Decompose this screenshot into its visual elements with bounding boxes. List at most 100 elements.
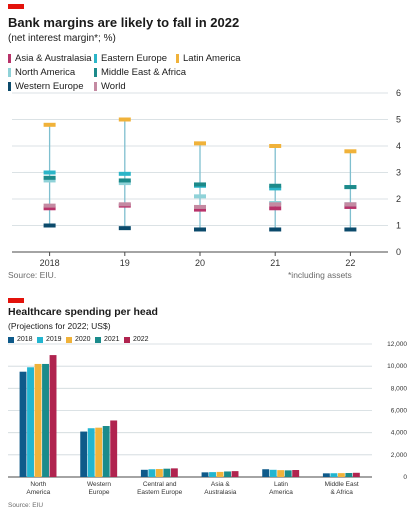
legend-label: 2018 bbox=[17, 336, 33, 343]
bar bbox=[345, 473, 353, 477]
x-tick-label: 21 bbox=[270, 258, 280, 268]
healthcare-spending-chart: Healthcare spending per head (Projection… bbox=[0, 292, 415, 518]
bar bbox=[352, 472, 360, 477]
bar bbox=[330, 473, 338, 477]
chart-source: Source: EIU bbox=[8, 502, 44, 509]
legend-item: 2021 bbox=[95, 336, 120, 343]
bar bbox=[87, 428, 95, 477]
bar bbox=[284, 470, 292, 477]
y-tick-label: 2,000 bbox=[391, 452, 408, 459]
range-marker bbox=[43, 203, 56, 208]
bar bbox=[42, 363, 49, 477]
bar bbox=[231, 471, 239, 477]
x-tick-label: Central and bbox=[143, 481, 177, 488]
x-tick-label: Latin bbox=[274, 481, 288, 488]
x-tick-label: 19 bbox=[120, 258, 130, 268]
chart-subtitle: (net interest margin*; %) bbox=[8, 33, 116, 44]
x-tick-label: America bbox=[26, 489, 50, 496]
legend-item: World bbox=[94, 81, 126, 92]
range-marker bbox=[269, 186, 282, 191]
chart-source: Source: EIU. bbox=[8, 270, 57, 280]
y-tick-label: 12,000 bbox=[387, 341, 407, 348]
range-marker bbox=[118, 178, 131, 183]
legend-label: 2022 bbox=[133, 336, 149, 343]
legend-label: Asia & Australasia bbox=[15, 53, 92, 64]
range-marker bbox=[118, 202, 131, 207]
bar bbox=[19, 371, 27, 477]
legend-swatch bbox=[94, 82, 97, 91]
bar bbox=[216, 471, 224, 477]
legend-label: 2019 bbox=[46, 336, 62, 343]
x-tick-label: 22 bbox=[345, 258, 355, 268]
x-tick-label: Middle East bbox=[325, 481, 359, 488]
bar bbox=[322, 473, 330, 477]
legend-swatch bbox=[124, 336, 130, 343]
y-tick-label: 3 bbox=[396, 168, 401, 178]
chart-footnote: *including assets bbox=[288, 270, 352, 280]
range-marker bbox=[269, 183, 282, 188]
range-marker bbox=[194, 141, 206, 146]
bar bbox=[292, 470, 300, 477]
range-marker bbox=[43, 175, 56, 180]
x-tick-label: America bbox=[269, 489, 293, 496]
chart-title: Bank margins are likely to fall in 2022 bbox=[8, 15, 240, 30]
chart-title: Healthcare spending per head bbox=[8, 306, 158, 318]
y-tick-label: 6 bbox=[396, 88, 401, 98]
legend-item: 2020 bbox=[66, 336, 91, 343]
x-tick-label: 20 bbox=[195, 258, 205, 268]
y-tick-label: 8,000 bbox=[391, 385, 408, 392]
legend-item: 2022 bbox=[124, 336, 149, 343]
bar bbox=[80, 431, 88, 477]
bar bbox=[27, 367, 34, 477]
legend-swatch bbox=[66, 336, 72, 343]
legend-label: World bbox=[101, 81, 126, 92]
range-marker bbox=[118, 226, 131, 231]
legend-label: Western Europe bbox=[15, 81, 84, 92]
range-marker bbox=[194, 207, 206, 212]
legend-label: 2020 bbox=[75, 336, 91, 343]
bar bbox=[277, 470, 285, 477]
y-tick-label: 0 bbox=[396, 247, 401, 257]
legend-swatch bbox=[95, 336, 101, 343]
chart-subtitle: (Projections for 2022; US$) bbox=[8, 321, 111, 331]
legend-swatch bbox=[8, 54, 11, 63]
bar bbox=[224, 471, 231, 477]
legend-item: 2019 bbox=[37, 336, 62, 343]
bank-margins-chart: Bank margins are likely to fall in 2022 … bbox=[8, 4, 401, 280]
legend-label: 2021 bbox=[104, 336, 120, 343]
bar bbox=[102, 426, 110, 477]
brand-tag bbox=[8, 4, 24, 9]
legend-item: Asia & Australasia bbox=[8, 53, 92, 64]
legend-label: Latin America bbox=[183, 53, 241, 64]
bar bbox=[337, 473, 345, 477]
range-plot: 0 1 2 3 4 5 6 2018 19 20 21 22 bbox=[12, 88, 401, 268]
range-marker bbox=[269, 202, 282, 207]
legend-item: Eastern Europe bbox=[94, 53, 167, 64]
bar bbox=[148, 469, 156, 477]
x-tick-label: 2018 bbox=[40, 258, 60, 268]
bar-plot: 02,0004,0006,0008,00010,00012,000NorthAm… bbox=[8, 341, 408, 496]
legend-label: North America bbox=[15, 67, 76, 78]
range-marker bbox=[194, 182, 206, 187]
x-tick-label: Eastern Europe bbox=[137, 489, 183, 496]
x-tick-label: Europe bbox=[89, 489, 110, 496]
x-tick-label: Western bbox=[87, 481, 111, 488]
bar bbox=[170, 468, 178, 477]
x-tick-label: Asia & bbox=[211, 481, 230, 488]
range-marker bbox=[344, 227, 357, 232]
legend-label: Eastern Europe bbox=[101, 53, 168, 64]
legend-item: Western Europe bbox=[8, 81, 83, 92]
y-tick-label: 2 bbox=[396, 194, 401, 204]
y-tick-label: 5 bbox=[396, 115, 401, 125]
bar bbox=[34, 363, 42, 477]
range-marker bbox=[344, 185, 357, 190]
bar bbox=[269, 469, 277, 477]
legend-swatch bbox=[8, 336, 14, 343]
legend-swatch bbox=[94, 68, 97, 77]
range-marker bbox=[344, 202, 357, 207]
bar bbox=[163, 468, 171, 477]
y-tick-label: 4,000 bbox=[391, 430, 408, 437]
x-tick-label: North bbox=[30, 481, 46, 488]
bar bbox=[262, 469, 270, 477]
range-marker bbox=[269, 206, 282, 211]
